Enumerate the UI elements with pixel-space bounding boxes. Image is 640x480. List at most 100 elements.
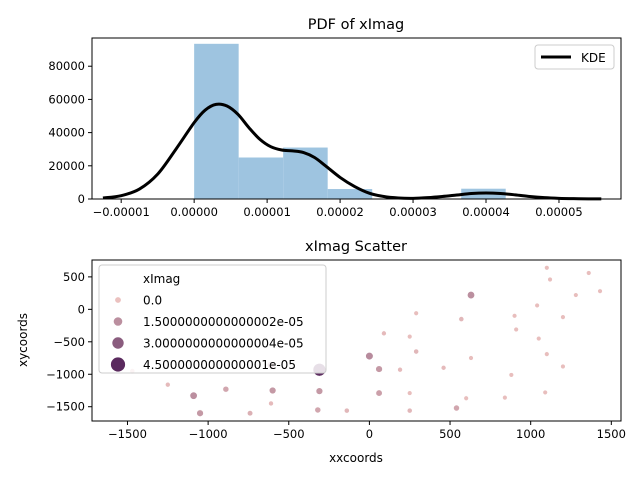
scatter-point-38: [246, 410, 254, 417]
scatter-point-37: [268, 400, 274, 407]
legend-marker-1: [113, 317, 123, 326]
x-tick-label: −1500: [108, 427, 147, 441]
axes-frame: [91, 259, 622, 422]
scatter-point-19: [407, 333, 413, 340]
legend-marker-2: [112, 337, 124, 349]
scatter-point-30: [406, 407, 413, 414]
x-axis-ticks: −0.00001 0.00000 0.00001 0.00002 0.00003 0.00…: [93, 199, 583, 219]
x-tick-label: 0.00005: [535, 205, 583, 219]
legend-title: xImag: [143, 272, 180, 286]
axes-frame: [91, 37, 622, 200]
y-tick-label: −1000: [46, 367, 85, 381]
scatter-point-12: [508, 372, 515, 378]
scatter-point-42: [165, 381, 171, 388]
scatter-point-1: [547, 276, 553, 283]
scatter-point-5: [534, 302, 540, 309]
y-tick-label: 500: [63, 270, 85, 284]
scatter-point-18: [381, 330, 387, 337]
x-tick-label: 500: [439, 427, 461, 441]
scatter-point-24: [397, 366, 403, 373]
chart-title: xImag Scatter: [305, 239, 407, 255]
histogram-bar-2: [283, 147, 328, 199]
scatter-point-15: [467, 291, 476, 300]
y-tick-label: 20000: [48, 159, 85, 173]
scatter-point-25: [440, 364, 447, 371]
legend-label-2: 3.0000000000000004e-05: [143, 337, 304, 351]
scatter-chart: xImag Scatter −1500 −1000 −500 0 500 1000 1500…: [16, 239, 626, 465]
x-tick-label: 0.00000: [170, 205, 218, 219]
scatter-point-7: [560, 314, 566, 320]
scatter-point-4: [573, 292, 579, 298]
kde-histogram-chart: PDF of xImag −0.00001 0.00000 0.00001 0.000…: [48, 17, 622, 219]
scatter-point-2: [586, 270, 592, 276]
scatter-point-22: [365, 351, 374, 361]
legend-marker-3: [110, 357, 126, 372]
y-axis-ticks: 0 20000 40000 60000 80000: [48, 59, 92, 206]
scatter-point-20: [413, 348, 420, 355]
scatter-point-0: [544, 265, 550, 271]
scatter-point-40: [189, 391, 198, 400]
scatter-point-10: [544, 351, 550, 357]
x-tick-label: 0.00001: [243, 205, 291, 219]
legend: xImag 0.0 1.5000000000000002e-05 3.0000000…: [98, 264, 327, 374]
scatter-point-31: [343, 407, 350, 414]
histogram-bars: [194, 43, 506, 199]
scatter-point-29: [453, 404, 460, 412]
scatter-point-8: [513, 326, 519, 333]
scatter-point-9: [536, 335, 542, 342]
y-tick-label: 40000: [48, 126, 85, 140]
x-tick-label: 0: [366, 427, 373, 441]
scatter-point-3: [597, 288, 603, 294]
y-axis-ticks: 500 0 −500 −1000 −1500: [46, 270, 92, 414]
legend-label-kde: KDE: [581, 51, 606, 65]
y-tick-label: −500: [53, 335, 85, 349]
x-tick-label: 1000: [516, 427, 545, 441]
scatter-point-41: [196, 409, 204, 417]
x-tick-label: 0.00003: [389, 205, 437, 219]
scatter-point-26: [375, 389, 383, 397]
x-axis-label: xxcoords: [329, 451, 383, 465]
scatter-point-21: [468, 355, 474, 361]
histogram-bar-1: [238, 157, 284, 199]
y-tick-label: −1500: [46, 400, 85, 414]
y-tick-label: 80000: [48, 59, 85, 73]
x-tick-label: 0.00004: [462, 205, 510, 219]
legend-box: [98, 264, 327, 374]
legend: KDE: [534, 44, 615, 70]
scatter-point-27: [407, 390, 413, 396]
scatter-point-16: [413, 310, 419, 316]
scatter-point-17: [458, 316, 465, 322]
x-tick-label: −1000: [189, 427, 228, 441]
y-tick-label: 60000: [48, 92, 85, 106]
y-tick-label: 0: [78, 302, 85, 316]
y-axis-label: xycoords: [16, 313, 30, 367]
legend-label-0: 0.0: [143, 294, 162, 308]
scatter-point-6: [511, 313, 518, 319]
x-tick-label: 1500: [597, 427, 626, 441]
kde-curve-group: [102, 102, 602, 201]
x-tick-label: −500: [273, 427, 305, 441]
histogram-bar-3: [327, 189, 373, 199]
kde-line: [102, 102, 602, 201]
scatter-point-39: [222, 385, 230, 393]
scatter-point-36: [268, 386, 277, 395]
scatter-point-13: [542, 389, 548, 396]
scatter-point-11: [560, 363, 566, 370]
chart-title: PDF of xImag: [308, 17, 405, 33]
legend-box: [534, 44, 615, 70]
scatter-point-23: [375, 365, 383, 373]
histogram-bar-0: [194, 43, 239, 199]
scatter-point-33: [315, 387, 324, 395]
scatter-point-28: [463, 395, 469, 401]
x-tick-label: −0.00001: [93, 205, 150, 219]
legend-marker-0: [115, 297, 121, 303]
scatter-point-14: [502, 394, 508, 401]
x-axis-ticks: −1500 −1000 −500 0 500 1000 1500: [108, 421, 626, 441]
legend-label-1: 1.5000000000000002e-05: [143, 315, 304, 329]
scatter-point-34: [314, 406, 322, 414]
x-tick-label: 0.00002: [316, 205, 364, 219]
legend-entries: 0.0 1.5000000000000002e-05 3.0000000000000…: [110, 294, 304, 372]
legend-label-3: 4.500000000000001e-05: [143, 358, 296, 372]
y-tick-label: 0: [78, 192, 85, 206]
